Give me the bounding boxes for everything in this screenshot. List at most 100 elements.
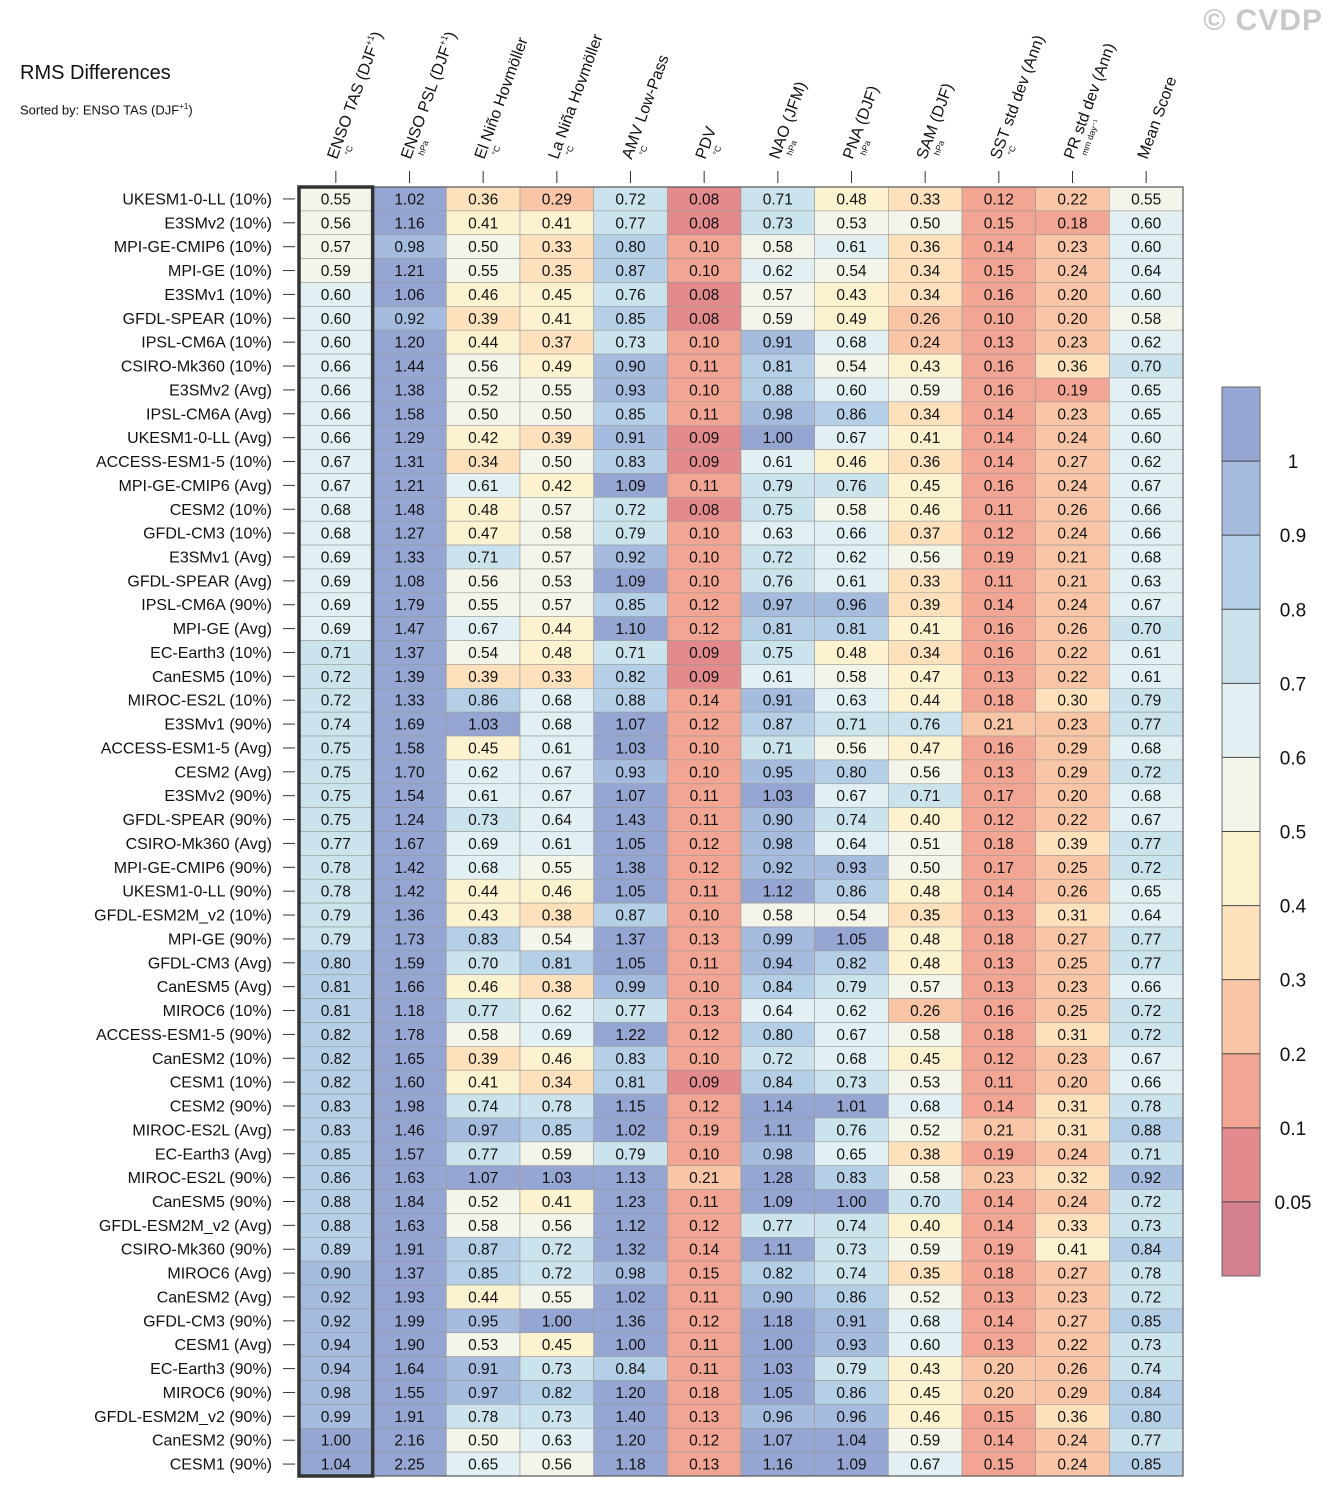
cell-value: 0.34 bbox=[910, 287, 941, 304]
cell-value: 0.81 bbox=[836, 621, 866, 638]
cell-value: 0.60 bbox=[321, 311, 352, 328]
row-label: UKESM1-0-LL (Avg) bbox=[127, 430, 272, 447]
cell-value: 1.18 bbox=[763, 1313, 793, 1330]
cell-value: 0.77 bbox=[468, 1003, 498, 1020]
cell-value: 0.35 bbox=[542, 263, 572, 280]
cell-value: 0.24 bbox=[1057, 526, 1088, 543]
cell-value: 2.16 bbox=[394, 1433, 424, 1450]
cell-value: 0.13 bbox=[984, 1337, 1014, 1354]
cell-value: 0.16 bbox=[984, 478, 1014, 495]
cell-value: 0.73 bbox=[542, 1409, 572, 1426]
cell-value: 0.75 bbox=[763, 502, 793, 519]
cell-value: 0.10 bbox=[689, 335, 720, 352]
cell-value: 0.93 bbox=[615, 764, 645, 781]
cell-value: 1.00 bbox=[321, 1433, 352, 1450]
cell-value: 1.04 bbox=[836, 1433, 867, 1450]
cell-value: 0.87 bbox=[468, 1242, 498, 1259]
cell-value: 0.58 bbox=[1131, 311, 1161, 328]
cell-value: 0.38 bbox=[542, 979, 572, 996]
colorbar-segment bbox=[1222, 1053, 1260, 1128]
cell-value: 0.60 bbox=[1131, 215, 1162, 232]
cell-value: 0.10 bbox=[689, 908, 720, 925]
cell-value: 0.13 bbox=[984, 979, 1014, 996]
cell-value: 0.72 bbox=[1131, 1289, 1161, 1306]
column-label-text: La Niña Hovmöller bbox=[546, 31, 607, 161]
colorbar-tick-label: 0.8 bbox=[1280, 600, 1306, 621]
row-label: CanESM5 (Avg) bbox=[157, 979, 272, 996]
row-label: CSIRO-Mk360 (90%) bbox=[121, 1242, 272, 1259]
cell-value: 0.83 bbox=[468, 931, 498, 948]
colorbar-segment bbox=[1222, 1201, 1260, 1276]
cell-value: 0.33 bbox=[910, 573, 940, 590]
cell-value: 0.57 bbox=[542, 502, 572, 519]
cell-value: 0.46 bbox=[836, 454, 866, 471]
cell-value: 0.20 bbox=[1057, 1075, 1088, 1092]
row-label: MIROC-ES2L (Avg) bbox=[132, 1122, 272, 1139]
cell-value: 1.24 bbox=[394, 812, 425, 829]
cell-value: 1.27 bbox=[394, 526, 424, 543]
cell-value: 0.41 bbox=[910, 430, 940, 447]
cell-value: 0.64 bbox=[1131, 908, 1162, 925]
cell-value: 0.83 bbox=[615, 1051, 645, 1068]
cell-value: 0.26 bbox=[1057, 621, 1087, 638]
subtitle-suffix: ) bbox=[188, 102, 193, 118]
row-label: GFDL-CM3 (Avg) bbox=[148, 955, 272, 972]
cell-value: 0.70 bbox=[910, 1194, 941, 1211]
cell-value: 0.10 bbox=[689, 573, 720, 590]
cell-value: 0.48 bbox=[836, 191, 866, 208]
cell-value: 0.42 bbox=[542, 478, 572, 495]
cell-value: 0.12 bbox=[689, 1218, 719, 1235]
cell-value: 0.15 bbox=[984, 1457, 1014, 1474]
cell-value: 0.62 bbox=[836, 549, 866, 566]
cell-value: 0.90 bbox=[763, 812, 794, 829]
cell-value: 0.66 bbox=[1131, 502, 1161, 519]
cell-value: 0.11 bbox=[690, 359, 719, 376]
cell-value: 1.03 bbox=[542, 1170, 572, 1187]
row-label: EC-Earth3 (10%) bbox=[150, 645, 272, 662]
cell-value: 0.83 bbox=[615, 454, 645, 471]
row-label: MIROC6 (90%) bbox=[163, 1385, 272, 1402]
row-label: UKESM1-0-LL (90%) bbox=[122, 884, 272, 901]
cell-value: 1.42 bbox=[394, 884, 424, 901]
row-label: ACCESS-ESM1-5 (90%) bbox=[96, 1027, 272, 1044]
cell-value: 0.60 bbox=[1131, 287, 1162, 304]
cell-value: 0.97 bbox=[468, 1385, 498, 1402]
cell-value: 0.63 bbox=[763, 526, 793, 543]
cell-value: 0.88 bbox=[321, 1194, 351, 1211]
column-label-text: AMV Low-Pass bbox=[619, 53, 672, 162]
cell-value: 0.98 bbox=[615, 1266, 645, 1283]
cell-value: 1.47 bbox=[394, 621, 424, 638]
cell-value: 0.18 bbox=[984, 693, 1014, 710]
cell-value: 0.55 bbox=[1131, 191, 1161, 208]
cell-value: 0.94 bbox=[321, 1361, 352, 1378]
cell-value: 0.45 bbox=[910, 478, 940, 495]
cell-value: 0.15 bbox=[984, 263, 1014, 280]
cell-value: 1.09 bbox=[615, 573, 645, 590]
cell-value: 1.99 bbox=[394, 1313, 424, 1330]
cell-value: 0.12 bbox=[984, 526, 1014, 543]
cell-value: 0.74 bbox=[468, 1099, 499, 1116]
cell-value: 0.13 bbox=[689, 1457, 719, 1474]
cell-value: 0.14 bbox=[984, 239, 1015, 256]
cell-value: 0.14 bbox=[984, 430, 1015, 447]
cell-value: 0.10 bbox=[689, 263, 720, 280]
cell-value: 0.11 bbox=[690, 812, 719, 829]
cell-value: 0.14 bbox=[984, 1433, 1015, 1450]
cell-value: 0.61 bbox=[836, 239, 866, 256]
cell-value: 0.08 bbox=[689, 191, 719, 208]
row-label: E3SMv1 (90%) bbox=[164, 717, 272, 734]
cell-value: 0.24 bbox=[1057, 478, 1088, 495]
cell-value: 0.77 bbox=[615, 215, 645, 232]
row-label: GFDL-ESM2M_v2 (10%) bbox=[94, 908, 272, 925]
cell-value: 0.80 bbox=[836, 764, 867, 781]
cell-value: 0.58 bbox=[763, 908, 793, 925]
cell-value: 0.57 bbox=[542, 549, 572, 566]
cell-value: 0.29 bbox=[1057, 1385, 1087, 1402]
cell-value: 0.16 bbox=[984, 359, 1014, 376]
cell-value: 1.58 bbox=[394, 406, 424, 423]
cell-value: 0.61 bbox=[836, 573, 866, 590]
cell-value: 0.66 bbox=[1131, 1075, 1161, 1092]
colorbar-segment bbox=[1222, 387, 1260, 462]
cell-value: 1.20 bbox=[394, 335, 425, 352]
cell-value: 0.16 bbox=[984, 740, 1014, 757]
